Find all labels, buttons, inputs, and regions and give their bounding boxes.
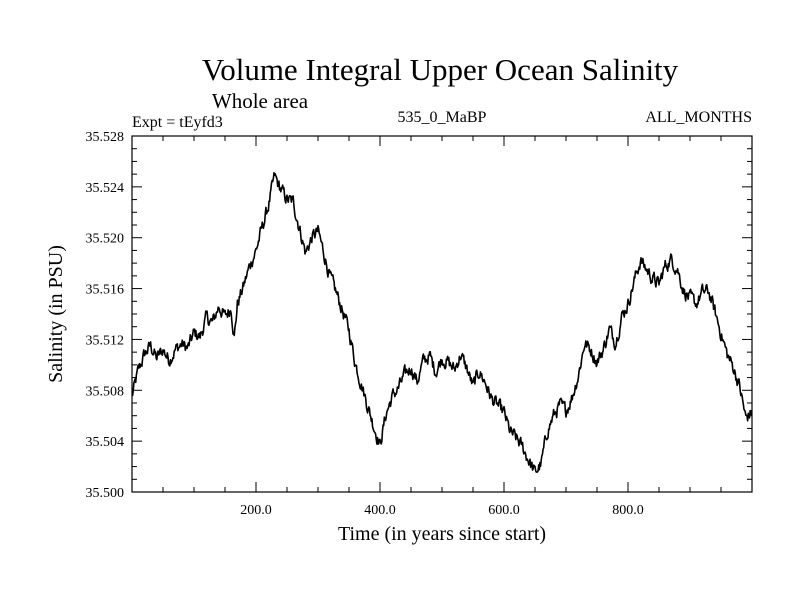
y-axis: 35.500 35.504 35.508 35.512 35.516 35.520 35.5… — [86, 130, 752, 501]
x-axis-label: Time (in years since start) — [338, 523, 546, 545]
y-tick-label: 35.512 — [86, 333, 125, 348]
y-tick-label: 35.528 — [86, 130, 125, 145]
y-tick-label: 35.524 — [86, 181, 125, 196]
y-tick-label: 35.504 — [86, 435, 125, 450]
salinity-series-line — [131, 172, 753, 473]
x-tick-label: 600.0 — [488, 503, 520, 518]
chart-title: Volume Integral Upper Ocean Salinity — [202, 52, 679, 87]
x-tick-label: 800.0 — [612, 503, 644, 518]
y-axis-label: Salinity (in PSU) — [45, 245, 67, 383]
period-annotation: 535_0_MaBP — [398, 109, 487, 126]
x-tick-label: 200.0 — [240, 503, 272, 518]
x-tick-label: 400.0 — [364, 503, 396, 518]
y-tick-label: 35.508 — [86, 384, 125, 399]
experiment-annotation: Expt = tEyfd3 — [132, 114, 223, 131]
y-tick-label: 35.520 — [86, 232, 125, 247]
x-axis: 200.0 400.0 600.0 800.0 — [162, 136, 722, 518]
plot-area — [131, 172, 753, 473]
y-tick-label: 35.500 — [86, 486, 125, 501]
months-annotation: ALL_MONTHS — [645, 109, 752, 126]
y-tick-label: 35.516 — [86, 283, 125, 298]
chart-subtitle: Whole area — [212, 89, 309, 113]
